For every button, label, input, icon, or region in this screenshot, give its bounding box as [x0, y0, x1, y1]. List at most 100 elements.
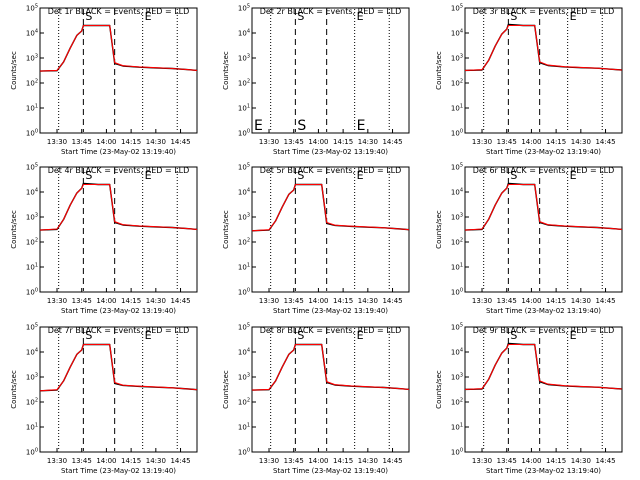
x-tick-label: 14:45 [170, 457, 190, 465]
y-tick-label: 103 [238, 54, 250, 63]
y-tick-label: 102 [451, 79, 463, 88]
x-tick-label: 14:15 [121, 138, 141, 146]
marker-label: S [85, 10, 92, 23]
y-tick-label: 103 [26, 54, 38, 63]
x-tick-label: 14:15 [121, 457, 141, 465]
series-lld [251, 343, 410, 391]
y-tick-label: 103 [451, 213, 463, 222]
panel-det-2: Det 2r BLACK = Events, RED = LLD 100 101 10… [222, 4, 410, 156]
marker-label: E [357, 169, 364, 182]
x-tick-label: 13:45 [284, 457, 304, 465]
y-tick-label: 101 [238, 263, 250, 272]
y-tick-label: 104 [451, 188, 463, 197]
y-axis-label: Counts/sec [10, 210, 18, 249]
x-tick-label: 13:30 [259, 297, 279, 305]
y-tick-label: 104 [451, 348, 463, 357]
y-tick-label: 104 [238, 29, 250, 38]
plot-title: Det 1r BLACK = Events, RED = LLD [48, 7, 190, 16]
marker-label: E [357, 329, 364, 342]
marker-label: S [510, 10, 517, 23]
plot-title: Det 8r BLACK = Events, RED = LLD [260, 326, 402, 335]
x-tick-label: 13:45 [72, 138, 92, 146]
series-lld [464, 24, 623, 71]
x-axis-label: Start Time (23-May-02 13:19:40) [486, 307, 601, 315]
x-tick-label: 14:45 [595, 297, 615, 305]
marker-label: E [357, 10, 364, 23]
plot-frame [464, 166, 623, 293]
plot-title: Det 7r BLACK = Events, RED = LLD [48, 326, 190, 335]
marker-label: E [145, 169, 152, 182]
x-tick-label: 14:00 [308, 297, 328, 305]
x-tick-label: 14:30 [358, 457, 378, 465]
y-tick-label: 100 [26, 129, 38, 138]
y-tick-label: 100 [26, 448, 38, 457]
x-tick-label: 14:15 [333, 297, 353, 305]
x-tick-label: 13:45 [284, 297, 304, 305]
x-tick-label: 13:45 [284, 138, 304, 146]
series-lld [39, 24, 198, 72]
x-tick-label: 13:45 [497, 138, 517, 146]
plot-title: Det 5r BLACK = Events, RED = LLD [260, 166, 402, 175]
y-tick-label: 100 [451, 448, 463, 457]
x-tick-label: 14:45 [170, 138, 190, 146]
x-tick-label: 14:15 [333, 138, 353, 146]
panel-det-6: Det 6r BLACK = Events, RED = LLD 100 101 10… [435, 163, 623, 315]
x-tick-label: 14:30 [146, 138, 166, 146]
x-tick-label: 14:30 [571, 457, 591, 465]
y-tick-label: 105 [238, 163, 250, 172]
y-axis-label: Counts/sec [435, 210, 443, 249]
x-axis-label: Start Time (23-May-02 13:19:40) [486, 467, 601, 475]
marker-label: S [297, 169, 304, 182]
marker-label-bottom: E [357, 118, 366, 134]
y-tick-label: 105 [451, 4, 463, 13]
y-tick-label: 101 [26, 104, 38, 113]
y-tick-label: 103 [451, 373, 463, 382]
x-tick-label: 14:30 [146, 297, 166, 305]
x-tick-label: 14:00 [308, 457, 328, 465]
y-tick-label: 102 [238, 398, 250, 407]
y-tick-label: 105 [26, 163, 38, 172]
y-tick-label: 100 [238, 129, 250, 138]
x-axis-label: Start Time (23-May-02 13:19:40) [273, 467, 388, 475]
plot-title: Det 3r BLACK = Events, RED = LLD [473, 7, 615, 16]
panel-det-3: Det 3r BLACK = Events, RED = LLD 100 101 10… [435, 4, 623, 156]
marker-label: S [85, 169, 92, 182]
x-tick-label: 14:00 [308, 138, 328, 146]
plot-frame [464, 7, 623, 134]
panel-det-7: Det 7r BLACK = Events, RED = LLD 100 101 10… [10, 323, 198, 475]
x-tick-label: 13:30 [472, 297, 492, 305]
x-tick-label: 13:45 [497, 457, 517, 465]
y-tick-label: 101 [26, 263, 38, 272]
y-tick-label: 104 [451, 29, 463, 38]
y-tick-label: 104 [26, 348, 38, 357]
x-axis-label: Start Time (23-May-02 13:19:40) [61, 307, 176, 315]
panel-det-9: Det 9r BLACK = Events, RED = LLD 100 101 10… [435, 323, 623, 475]
x-tick-label: 14:15 [546, 297, 566, 305]
series-lld [251, 183, 410, 232]
series-lld [39, 343, 198, 392]
y-tick-label: 104 [26, 29, 38, 38]
y-tick-label: 103 [26, 213, 38, 222]
marker-label: E [145, 10, 152, 23]
x-tick-label: 14:45 [170, 297, 190, 305]
plot-title: Det 4r BLACK = Events, RED = LLD [48, 166, 190, 175]
x-tick-label: 14:00 [96, 297, 116, 305]
plot-frame [39, 166, 198, 293]
x-axis-label: Start Time (23-May-02 13:19:40) [61, 148, 176, 156]
x-tick-label: 14:15 [546, 138, 566, 146]
x-axis-label: Start Time (23-May-02 13:19:40) [273, 307, 388, 315]
plot-frame [39, 7, 198, 134]
y-tick-label: 102 [26, 79, 38, 88]
plot-title: Det 6r BLACK = Events, RED = LLD [473, 166, 615, 175]
y-axis-label: Counts/sec [435, 370, 443, 409]
x-tick-label: 13:45 [72, 297, 92, 305]
marker-label: E [570, 10, 577, 23]
x-tick-label: 14:30 [358, 297, 378, 305]
y-tick-label: 102 [451, 398, 463, 407]
y-tick-label: 103 [238, 373, 250, 382]
y-tick-label: 101 [238, 423, 250, 432]
marker-label-bottom: S [297, 118, 306, 134]
plot-title: Det 2r BLACK = Events, RED = LLD [260, 7, 402, 16]
y-axis-label: Counts/sec [10, 51, 18, 90]
x-tick-label: 14:00 [96, 457, 116, 465]
